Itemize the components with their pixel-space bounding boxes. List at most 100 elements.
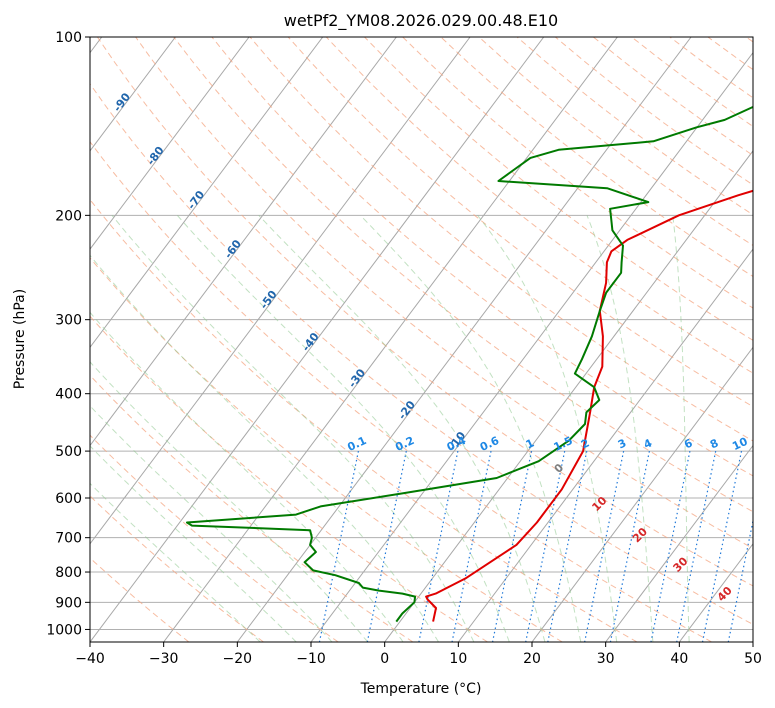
isotherm-label: -70: [185, 188, 208, 212]
moist-adiabat: [258, 214, 546, 642]
dry-adiabat: [554, 37, 753, 186]
x-axis: −40 −30 −20 −10 0 10 20 30 40 50: [75, 642, 762, 667]
moist-adiabat: [111, 214, 475, 642]
mixing-ratio-label: 13: [756, 435, 775, 453]
mixing-ratio-line: [727, 517, 753, 642]
isotherm-label: -60: [222, 237, 245, 261]
y-tick-label: 200: [55, 208, 82, 224]
mixing-ratio-line: [609, 450, 650, 642]
isotherm-line: [163, 37, 618, 642]
dry-adiabat: [249, 37, 753, 442]
mixing-ratio-label: 2: [579, 436, 591, 451]
mixing-ratio-line: [547, 450, 588, 642]
isotherm-line: [236, 37, 692, 642]
y-tick-label: 1000: [46, 622, 82, 638]
moist-adiabat: [90, 405, 333, 642]
theta-label: 20: [630, 525, 650, 545]
mixing-ratio-line: [584, 450, 625, 642]
x-tick-label: 40: [670, 651, 688, 667]
dry-adiabat: [90, 374, 414, 642]
x-tick-label: 50: [744, 651, 762, 667]
dry-adiabat: [173, 37, 753, 513]
isotherm-line: [90, 37, 250, 250]
y-axis: 100 200 300 400 500 600 700 800 900 1000: [46, 30, 90, 638]
dry-adiabat: [745, 37, 753, 43]
dry-adiabat: [287, 37, 753, 408]
moist-adiabat: [90, 482, 261, 642]
mixing-ratio-label: 3: [616, 436, 628, 451]
moist-adiabat: [672, 215, 690, 642]
mixing-ratio-label: 6: [682, 436, 695, 451]
isotherm-line: [90, 37, 471, 545]
isotherm-line: [384, 150, 753, 642]
mixing-ratio-line: [451, 450, 492, 642]
y-tick-label: 500: [55, 444, 82, 460]
plot-frame: [89, 36, 754, 643]
background-lines: [90, 37, 775, 647]
y-tick-label: 800: [55, 565, 82, 581]
dry-adiabat: [90, 83, 753, 625]
mixing-ratio-label: 1: [524, 436, 536, 451]
mixing-ratio-line: [650, 450, 691, 642]
mixing-ratio-line: [366, 450, 407, 642]
y-tick-label: 400: [55, 387, 82, 403]
dry-adiabat: [90, 257, 563, 642]
dry-adiabat: [364, 37, 753, 341]
y-tick-label: 600: [55, 491, 82, 507]
isotherm-line: [90, 37, 324, 349]
x-axis-label: Temperature (°C): [360, 681, 482, 697]
isotherm-line: [605, 444, 753, 642]
chart-title: wetPf2_YM08.2026.029.00.48.E10: [284, 11, 558, 31]
isotherm-label: -50: [257, 288, 280, 312]
isotherm-line: [90, 37, 545, 642]
mixing-ratio-line: [318, 450, 359, 642]
mixing-ratio-label: 10: [730, 435, 750, 453]
series-line-dewpoint: [186, 105, 753, 623]
x-tick-label: −30: [149, 651, 179, 667]
y-tick-label: 700: [55, 531, 82, 547]
isotherm-label: -20: [396, 398, 419, 422]
isotherm-line: [90, 37, 397, 447]
y-tick-label: 900: [55, 595, 82, 611]
x-tick-label: −20: [223, 651, 253, 667]
x-tick-label: 0: [380, 651, 389, 667]
moist-adiabat: [176, 214, 510, 642]
dry-adiabat: [707, 37, 753, 71]
moist-adiabat: [90, 254, 439, 642]
dry-adiabat: [402, 37, 753, 309]
theta-label: 40: [715, 584, 735, 604]
isotherm-line: [531, 346, 753, 642]
isotherm-line: [457, 248, 753, 642]
x-tick-label: 10: [449, 651, 467, 667]
isotherm-label: -90: [111, 90, 134, 114]
mixing-ratio-label: 4: [642, 436, 655, 451]
y-tick-label: 100: [55, 30, 82, 46]
dry-adiabat: [211, 37, 753, 477]
moist-adiabat: [586, 215, 654, 642]
mixing-ratio-label: 8: [708, 436, 720, 451]
dry-adiabat: [90, 557, 190, 642]
isotherm-line: [310, 51, 753, 642]
mixing-ratio-line: [753, 451, 775, 647]
dry-adiabat: [478, 37, 753, 246]
series-line-temperature: [425, 189, 753, 622]
dry-adiabat: [96, 37, 753, 587]
theta-label: 10: [589, 494, 609, 514]
dry-adiabat: [440, 37, 753, 278]
moist-adiabat: [90, 361, 369, 642]
y-axis-label: Pressure (hPa): [12, 289, 28, 389]
x-tick-label: 20: [523, 651, 541, 667]
x-tick-label: −10: [296, 651, 326, 667]
theta-label: 0: [552, 461, 567, 476]
moist-adiabat: [90, 311, 404, 642]
dry-adiabat: [90, 434, 339, 642]
mixing-ratio-line: [525, 450, 566, 642]
dry-adiabat: [90, 198, 638, 642]
x-tick-label: −40: [75, 651, 105, 667]
dry-adiabat: [90, 495, 264, 642]
isotherm-label: -40: [299, 330, 322, 354]
mixing-ratio-line: [701, 450, 743, 642]
isotherm-label: -80: [144, 144, 167, 168]
moist-adiabat: [477, 214, 618, 642]
